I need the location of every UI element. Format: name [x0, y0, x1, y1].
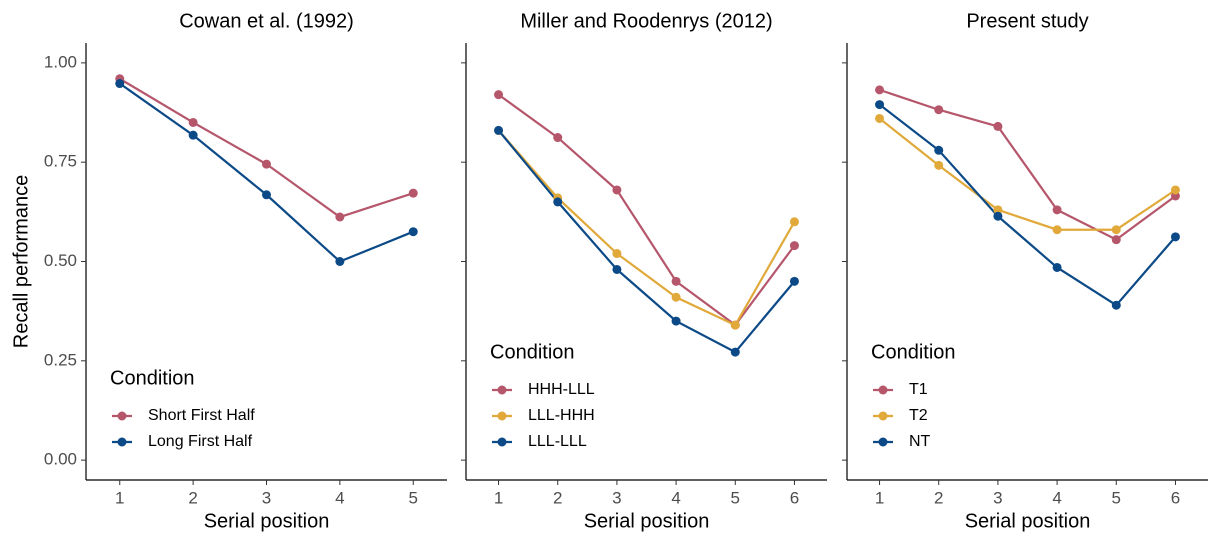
legend-marker [497, 411, 507, 421]
x-tick-label: 1 [875, 488, 884, 507]
legend-label: LLL-LLL [528, 433, 587, 450]
panel-title: Present study [966, 10, 1088, 32]
x-tick-label: 6 [1171, 488, 1180, 507]
data-point [612, 249, 622, 259]
legend-label: Short First Half [148, 407, 255, 424]
data-point [262, 159, 271, 169]
x-tick-label: 3 [993, 488, 1002, 507]
data-point [875, 85, 885, 95]
series-line [119, 82, 414, 263]
data-point [262, 190, 271, 200]
x-tick-label: 4 [335, 488, 344, 507]
data-point [1111, 225, 1121, 235]
x-axis-label: Serial position [204, 510, 330, 532]
y-tick-label: 1.00 [44, 52, 77, 71]
legend-title: Condition [871, 341, 956, 363]
series-line [879, 88, 1177, 241]
series-line [497, 93, 796, 327]
data-point [875, 113, 885, 123]
series-line [878, 103, 1177, 307]
data-point [1170, 232, 1180, 242]
x-tick-label: 6 [790, 488, 799, 507]
y-tick-label: 0.75 [44, 152, 77, 171]
legend-label: T1 [909, 381, 928, 398]
data-point [553, 133, 563, 143]
x-tick-label: 2 [553, 488, 562, 507]
data-point [875, 100, 885, 110]
legend-label: NT [909, 433, 931, 450]
x-tick-label: 2 [934, 488, 943, 507]
data-point [1052, 225, 1062, 235]
data-point [408, 188, 418, 198]
data-point [408, 227, 418, 237]
data-point [494, 125, 504, 135]
data-point [188, 117, 198, 127]
data-point [612, 264, 622, 274]
panel-title: Cowan et al. (1992) [179, 10, 354, 32]
data-point [671, 316, 681, 326]
legend-title: Condition [490, 341, 575, 363]
data-point [612, 185, 622, 195]
data-point [1111, 300, 1121, 310]
data-point [1052, 205, 1062, 215]
y-tick-label: 0.00 [44, 450, 77, 469]
legend-marker [878, 437, 888, 447]
x-tick-label: 5 [1112, 488, 1121, 507]
legend-label: Long First Half [148, 433, 253, 450]
x-axis-label: Serial position [584, 510, 710, 532]
legend-marker [497, 437, 507, 447]
legend-title: Condition [110, 367, 195, 389]
x-tick-label: 4 [1052, 488, 1061, 507]
data-point [730, 347, 740, 357]
y-tick-label: 0.25 [44, 350, 77, 369]
series-line [878, 117, 1177, 231]
data-point [789, 217, 799, 227]
data-point [934, 105, 944, 115]
data-point [789, 276, 799, 286]
legend-marker [497, 385, 507, 395]
panel-title: Miller and Roodenrys (2012) [520, 10, 772, 32]
data-point [934, 145, 944, 155]
x-tick-label: 2 [188, 488, 197, 507]
data-point [494, 90, 504, 100]
data-point [993, 211, 1003, 221]
x-tick-label: 3 [262, 488, 271, 507]
legend-marker [878, 385, 888, 395]
data-point [730, 320, 740, 330]
data-point [671, 292, 681, 302]
data-point [789, 241, 799, 251]
data-point [335, 212, 345, 222]
data-point [1052, 262, 1062, 272]
data-point [671, 276, 681, 286]
y-axis-label: Recall performance [10, 175, 32, 348]
x-tick-label: 1 [115, 488, 124, 507]
series-line [497, 129, 796, 327]
legend-marker [878, 411, 888, 421]
legend-marker [117, 411, 127, 421]
y-tick-label: 0.50 [44, 251, 77, 270]
data-point [993, 121, 1003, 131]
data-point [1170, 185, 1180, 195]
x-tick-label: 4 [671, 488, 680, 507]
legend-label: LLL-HHH [528, 407, 595, 424]
data-point [115, 79, 125, 89]
x-tick-label: 5 [409, 488, 418, 507]
legend-label: HHH-LLL [528, 381, 595, 398]
legend-label: T2 [909, 407, 928, 424]
series-line [497, 129, 796, 354]
data-point [188, 130, 198, 140]
data-point [553, 197, 563, 207]
data-point [1111, 235, 1121, 245]
x-tick-label: 1 [494, 488, 503, 507]
x-axis-label: Serial position [965, 510, 1091, 532]
x-tick-label: 5 [731, 488, 740, 507]
data-point [993, 205, 1003, 215]
legend-marker [117, 437, 127, 447]
x-tick-label: 3 [612, 488, 621, 507]
data-point [335, 257, 345, 266]
data-point [934, 160, 944, 170]
